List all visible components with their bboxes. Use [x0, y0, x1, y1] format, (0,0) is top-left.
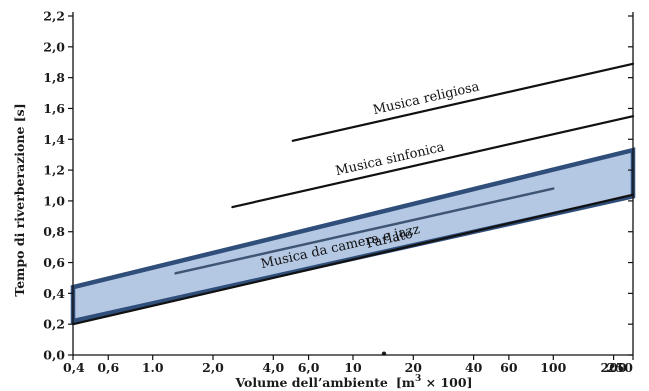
y-tick-label: 0,8	[43, 224, 65, 239]
series-line-musica-da-camera-e-jazz	[174, 187, 555, 275]
series-line-musica-sinfonica	[231, 115, 635, 209]
y-tick-label: 1,8	[43, 70, 65, 85]
x-tick-label: 60	[500, 360, 518, 375]
y-tick-label: 1,0	[43, 193, 65, 208]
x-axis-unit-prefix: [m	[396, 375, 415, 390]
y-tick-label: 0,0	[43, 348, 65, 363]
x-tick-label: 6,0	[298, 360, 320, 375]
x-tick-label: 0,6	[97, 360, 119, 375]
x-axis-unit-suffix: × 100]	[421, 375, 472, 390]
axes-layer	[68, 12, 634, 360]
x-tick-label: 0,4	[63, 360, 85, 375]
highlight-band-layer	[70, 147, 636, 324]
y-tick-label: 1,6	[43, 101, 65, 116]
series-layer	[71, 62, 635, 326]
y-tick-label: 0,6	[43, 255, 65, 270]
series-line-parlato	[71, 193, 635, 326]
x-tick-label: 2,0	[202, 360, 224, 375]
highlight-band	[70, 147, 636, 324]
y-tick-label: 0,4	[43, 286, 65, 301]
series-label-musica-sinfonica: Musica sinfonica	[334, 140, 446, 179]
x-tick-label: 20	[405, 360, 423, 375]
x-tick-label: 10	[344, 360, 362, 375]
y-tick-label: 2,2	[43, 9, 65, 24]
y-tick-label: 0,2	[43, 317, 65, 332]
series-label-musica-religiosa: Musica religiosa	[372, 79, 481, 118]
y-tick-label: 1,2	[43, 163, 65, 178]
x-axis-title: Volume dell’ambiente [m3 × 100]	[235, 374, 473, 390]
series-line-musica-religiosa	[291, 62, 635, 142]
x-axis-unit-exponent: 3	[415, 374, 421, 384]
x-tick-label: 250	[607, 360, 633, 375]
y-tick-label: 2,0	[43, 39, 65, 54]
tick-labels-layer: 0,0 0,2 0,4 0,6 0,8 1,0 1,2 1,4 1,6 1,8 2,0 2,2 0,4 0…	[43, 9, 633, 376]
stray-mark: •	[380, 346, 388, 361]
x-tick-label: 4,0	[262, 360, 284, 375]
x-axis-title-main: Volume dell’ambiente	[235, 375, 388, 390]
x-tick-label: 100	[540, 360, 566, 375]
x-tick-label: 200	[601, 360, 627, 375]
y-tick-label: 1,4	[43, 132, 65, 147]
x-tick-label: 1.0	[142, 360, 164, 375]
y-axis-title: Tempo di riverberazione [s]	[12, 103, 27, 296]
x-tick-label: 40	[465, 360, 483, 375]
